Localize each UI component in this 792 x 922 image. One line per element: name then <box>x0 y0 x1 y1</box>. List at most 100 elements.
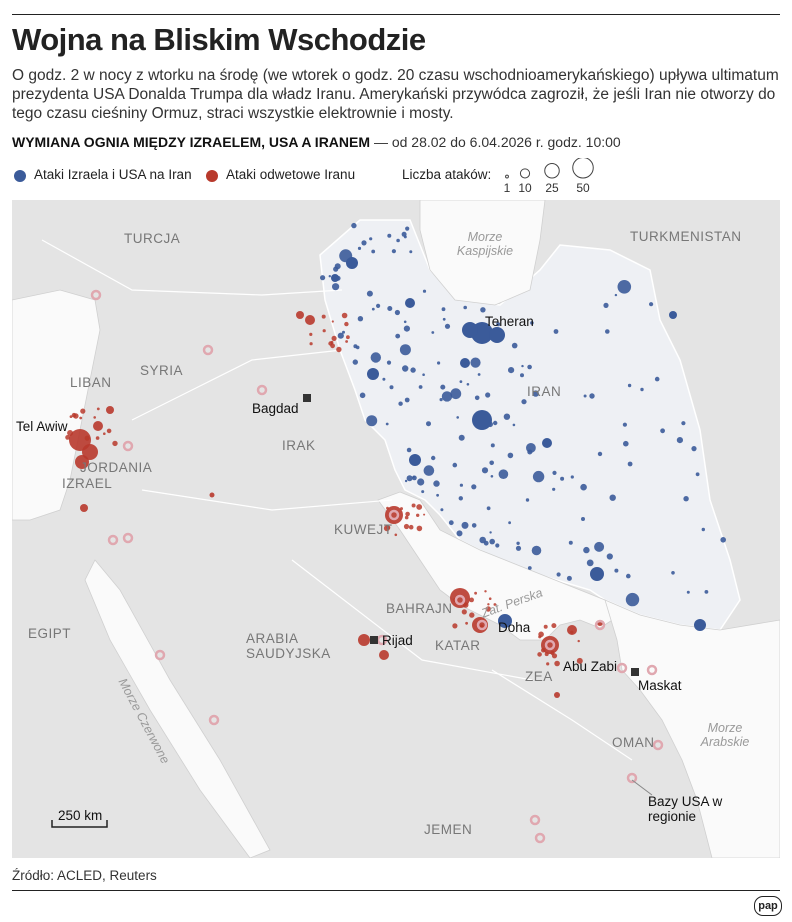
attack-dot <box>704 590 709 594</box>
size-legend-circle <box>572 158 594 179</box>
sea <box>377 491 621 641</box>
us-base <box>256 384 268 396</box>
size-legend-value: 50 <box>576 181 590 195</box>
map-label: TURCJA <box>124 231 181 246</box>
attack-dot <box>525 498 530 502</box>
attack-dot <box>395 333 401 339</box>
attack-dot <box>452 462 458 468</box>
size-legend-value: 10 <box>518 181 532 195</box>
attack-dot <box>422 289 427 293</box>
bottom-rule <box>12 890 780 891</box>
attack-dot <box>516 541 520 545</box>
attack-dot <box>566 575 572 581</box>
attack-dot <box>296 311 304 319</box>
attack-dot <box>463 305 468 310</box>
attack-dot <box>527 566 532 570</box>
attack-dot <box>503 413 511 420</box>
attack-dot <box>345 340 348 343</box>
size-legend-circle <box>544 163 560 179</box>
attack-dot <box>383 525 390 532</box>
attack-dot <box>552 487 556 491</box>
attack-dot <box>417 478 425 486</box>
attack-dot <box>541 636 559 654</box>
attack-dot <box>351 222 357 229</box>
capital-marker <box>631 668 639 676</box>
size-legend-circle <box>505 174 509 179</box>
attack-dot <box>694 619 706 631</box>
attack-dot <box>460 358 470 368</box>
source: Źródło: ACLED, Reuters <box>12 868 157 883</box>
attack-dot <box>331 320 334 323</box>
attack-dot <box>408 524 414 530</box>
attack-dot <box>376 303 381 308</box>
attack-dot <box>474 395 480 401</box>
attack-dot <box>442 317 446 321</box>
attack-dot <box>695 472 700 477</box>
attack-dot <box>409 250 413 254</box>
attack-dot <box>551 623 557 629</box>
attack-dot <box>581 517 585 521</box>
attack-dot <box>594 541 605 552</box>
attack-dot <box>357 246 362 250</box>
us-base <box>208 714 220 726</box>
attack-dot <box>332 283 340 291</box>
attack-dot <box>546 662 550 666</box>
size-legend: 1 10 25 50 <box>504 158 594 195</box>
attack-dot <box>589 393 595 399</box>
attack-dot <box>79 416 83 420</box>
map-label: TURKMENISTAN <box>630 229 742 244</box>
attack-dot <box>309 332 313 336</box>
size-legend-value: 25 <box>545 181 559 195</box>
attack-dot <box>361 240 367 246</box>
attack-dot <box>605 329 610 334</box>
attack-dot <box>461 521 469 529</box>
attack-dot <box>462 602 469 608</box>
attack-dot <box>387 233 392 238</box>
attack-dot <box>552 470 557 475</box>
attack-dot <box>490 443 495 448</box>
attack-dot <box>543 624 548 629</box>
map-label: Tel Awiw <box>16 419 68 434</box>
attack-dot <box>359 392 366 399</box>
attack-dot <box>570 475 574 479</box>
attack-dot <box>401 231 407 237</box>
attack-dot <box>489 538 496 545</box>
us-base <box>534 832 546 844</box>
attack-dot <box>603 302 609 308</box>
map-label: Morze Kaspijskie <box>456 230 514 258</box>
attack-dot <box>530 321 534 325</box>
attack-dot <box>597 451 603 457</box>
attack-dot <box>701 527 705 532</box>
attack-dot <box>406 447 412 453</box>
attack-dot <box>542 438 552 448</box>
attack-dot <box>366 290 373 297</box>
attack-dot <box>103 432 106 435</box>
attack-dot <box>404 515 409 520</box>
attack-dot <box>452 623 458 629</box>
attack-dot <box>448 520 454 526</box>
attack-dot <box>400 507 403 511</box>
attack-dot <box>553 329 559 334</box>
attack-dot <box>469 597 474 603</box>
attack-dot <box>357 316 364 322</box>
attack-dot <box>337 332 344 339</box>
attack-dot <box>484 590 487 593</box>
us-base <box>107 534 119 546</box>
sea <box>604 599 780 858</box>
us-base <box>454 594 466 606</box>
attack-dot <box>496 322 501 327</box>
attack-dot <box>654 376 660 382</box>
attack-dot <box>567 625 577 635</box>
attack-dot <box>456 530 463 537</box>
attack-dot <box>82 444 98 460</box>
attack-dot <box>508 367 515 374</box>
attack-dot <box>433 480 440 487</box>
attack-dot <box>353 344 358 349</box>
attack-dot <box>614 568 619 573</box>
attack-dot <box>65 435 70 440</box>
attack-dot <box>386 506 389 510</box>
attack-dot <box>681 421 686 426</box>
attack-dot <box>498 614 512 628</box>
attack-dot <box>209 492 215 498</box>
